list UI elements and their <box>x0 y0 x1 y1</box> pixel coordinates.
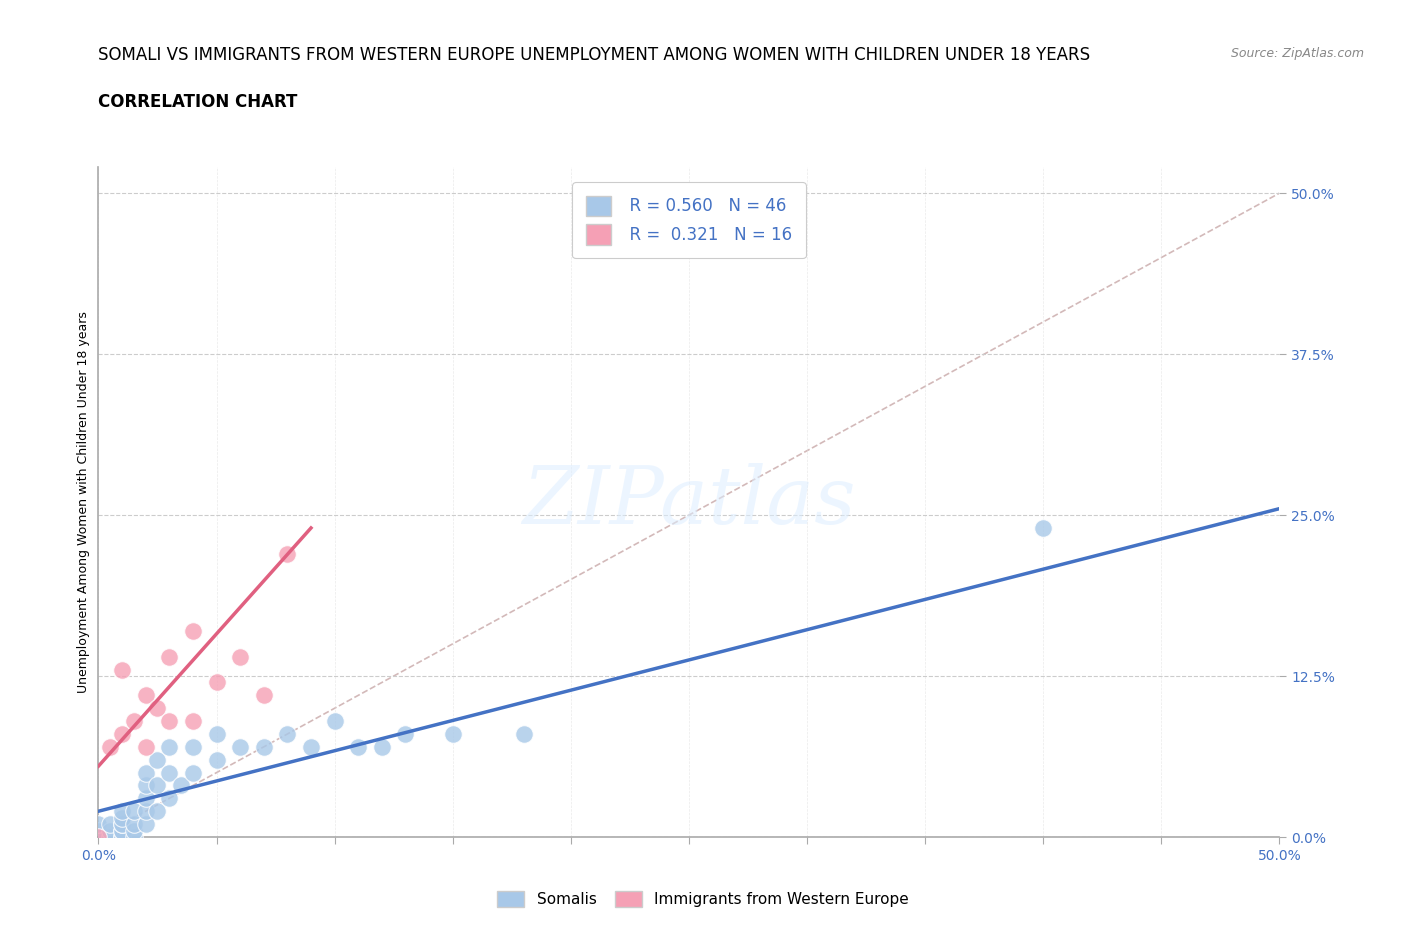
Point <box>98 739 121 754</box>
Point <box>87 817 110 831</box>
Point <box>205 726 228 741</box>
Point <box>276 546 298 561</box>
Point <box>135 790 157 805</box>
Point <box>205 675 228 690</box>
Y-axis label: Unemployment Among Women with Children Under 18 years: Unemployment Among Women with Children U… <box>77 312 90 693</box>
Point <box>111 817 134 831</box>
Point <box>122 713 145 728</box>
Point <box>181 739 204 754</box>
Point <box>98 817 121 831</box>
Point <box>111 823 134 838</box>
Point <box>87 830 110 844</box>
Point <box>98 823 121 838</box>
Point <box>87 830 110 844</box>
Point <box>371 739 394 754</box>
Point <box>146 804 169 818</box>
Point <box>181 765 204 780</box>
Point <box>229 739 252 754</box>
Point <box>111 810 134 825</box>
Point <box>122 804 145 818</box>
Point <box>135 765 157 780</box>
Point <box>111 726 134 741</box>
Point <box>323 713 346 728</box>
Point <box>253 739 276 754</box>
Point <box>135 688 157 703</box>
Point <box>170 778 193 793</box>
Legend:   R = 0.560   N = 46,   R =  0.321   N = 16: R = 0.560 N = 46, R = 0.321 N = 16 <box>572 182 806 259</box>
Point <box>276 726 298 741</box>
Legend: Somalis, Immigrants from Western Europe: Somalis, Immigrants from Western Europe <box>491 884 915 913</box>
Point <box>181 713 204 728</box>
Point <box>157 790 180 805</box>
Point <box>146 778 169 793</box>
Point <box>122 817 145 831</box>
Text: ZIPatlas: ZIPatlas <box>522 463 856 541</box>
Point <box>135 739 157 754</box>
Point <box>157 713 180 728</box>
Text: SOMALI VS IMMIGRANTS FROM WESTERN EUROPE UNEMPLOYMENT AMONG WOMEN WITH CHILDREN : SOMALI VS IMMIGRANTS FROM WESTERN EUROPE… <box>98 46 1091 64</box>
Point <box>122 823 145 838</box>
Point <box>122 830 145 844</box>
Point <box>111 817 134 831</box>
Point <box>111 830 134 844</box>
Point <box>1032 521 1054 536</box>
Point <box>512 726 534 741</box>
Point <box>347 739 370 754</box>
Point <box>146 752 169 767</box>
Point <box>111 830 134 844</box>
Point <box>157 765 180 780</box>
Point <box>111 823 134 838</box>
Point <box>111 804 134 818</box>
Point <box>87 823 110 838</box>
Point <box>441 726 464 741</box>
Point <box>87 830 110 844</box>
Point <box>135 817 157 831</box>
Point <box>229 649 252 664</box>
Point <box>253 688 276 703</box>
Point <box>146 701 169 716</box>
Point <box>98 830 121 844</box>
Point <box>205 752 228 767</box>
Point <box>111 662 134 677</box>
Point <box>394 726 416 741</box>
Point <box>135 804 157 818</box>
Text: Source: ZipAtlas.com: Source: ZipAtlas.com <box>1230 46 1364 60</box>
Text: CORRELATION CHART: CORRELATION CHART <box>98 93 298 111</box>
Point <box>299 739 322 754</box>
Point <box>135 778 157 793</box>
Point <box>157 739 180 754</box>
Point <box>181 623 204 638</box>
Point <box>157 649 180 664</box>
